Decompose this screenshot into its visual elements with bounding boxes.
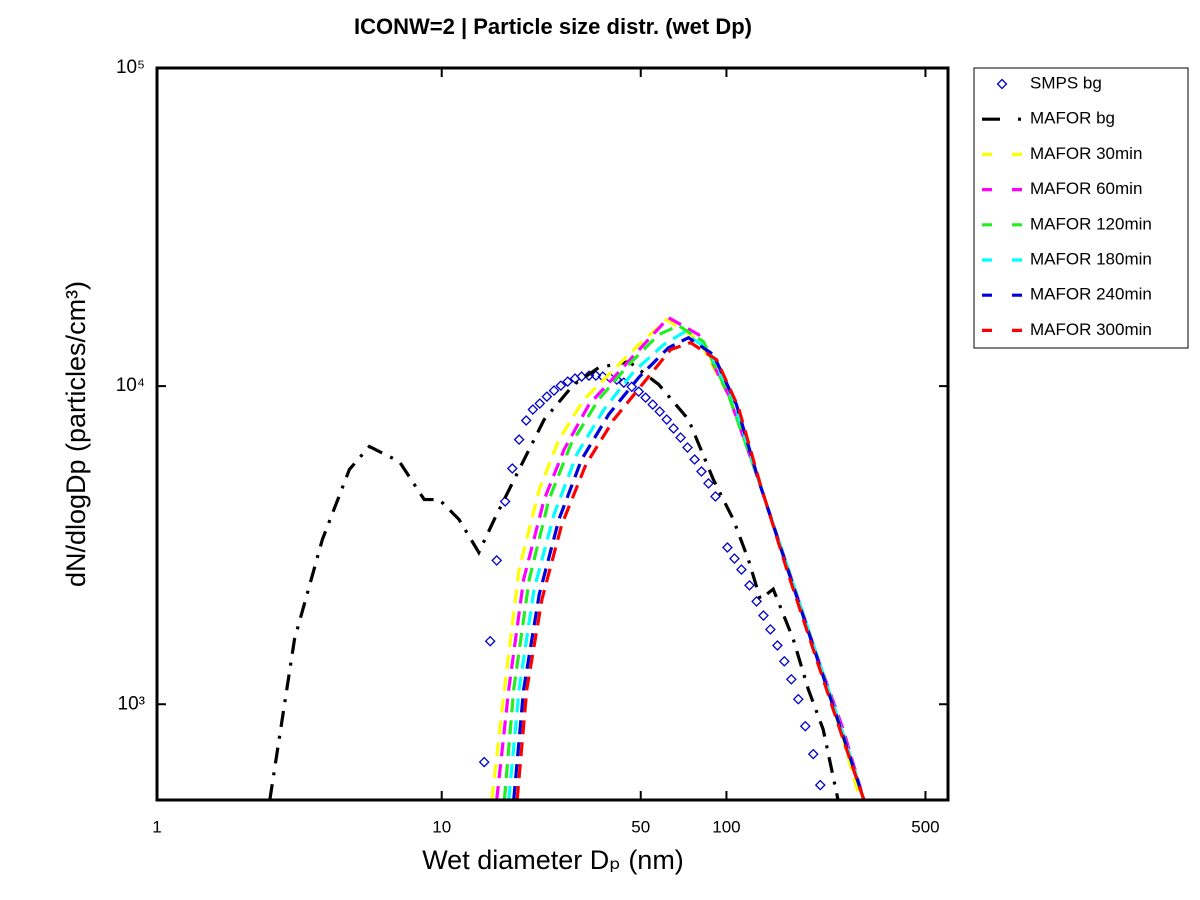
data-point — [689, 454, 701, 465]
chart-title: ICONW=2 | Particle size distr. (wet Dp) — [354, 14, 752, 39]
data-point — [722, 542, 733, 553]
data-point — [807, 748, 819, 760]
legend-label: MAFOR 30min — [1030, 144, 1142, 163]
data-point — [661, 414, 673, 425]
data-point — [527, 404, 539, 415]
data-point — [548, 385, 560, 397]
data-point — [764, 624, 776, 635]
x-tick-label: 500 — [911, 817, 939, 836]
data-point — [640, 392, 652, 404]
x-tick-label: 100 — [712, 817, 740, 836]
data-point — [647, 399, 659, 410]
data-point — [562, 376, 574, 388]
data-point — [491, 554, 503, 566]
legend-label: MAFOR 180min — [1030, 249, 1152, 268]
data-line — [512, 335, 866, 800]
data-point — [729, 553, 740, 564]
data-point — [555, 380, 567, 392]
data-point — [785, 673, 797, 685]
legend-label: MAFOR 300min — [1030, 320, 1152, 339]
legend-label: MAFOR 60min — [1030, 179, 1142, 198]
y-axis-label: dN/dlogDp (particles/cm³) — [61, 281, 91, 587]
x-tick-label: 50 — [631, 817, 650, 836]
plot-area — [268, 315, 866, 800]
data-point — [654, 406, 666, 417]
data-point — [520, 415, 532, 426]
data-point — [633, 386, 645, 398]
data-point — [534, 398, 546, 409]
legend-label: MAFOR 240min — [1030, 285, 1152, 304]
data-point — [751, 595, 763, 607]
data-point — [799, 720, 811, 732]
data-point — [696, 466, 707, 477]
y-tick-label: 10⁵ — [116, 57, 145, 78]
y-tick-label: 10⁴ — [116, 375, 145, 396]
data-point — [792, 693, 804, 705]
legend-label: MAFOR bg — [1030, 109, 1115, 128]
x-tick-label: 10 — [432, 817, 451, 836]
data-point — [703, 477, 714, 489]
data-point — [590, 370, 602, 382]
axes-box — [155, 66, 950, 802]
legend-box — [973, 67, 1189, 349]
legend-marker — [996, 78, 1008, 90]
data-point — [814, 779, 826, 791]
data-point — [499, 496, 511, 507]
y-tick-label: 10³ — [118, 693, 145, 714]
data-point — [675, 432, 686, 444]
legend-label: MAFOR 120min — [1030, 214, 1152, 233]
data-point — [710, 491, 721, 502]
data-point — [626, 381, 638, 393]
data-point — [541, 391, 553, 403]
legend-label: SMPS bg — [1030, 73, 1102, 92]
data-point — [758, 610, 769, 621]
data-point — [771, 640, 783, 651]
x-axis-label: Wet diameter Dₚ (nm) — [422, 845, 684, 875]
data-line — [507, 330, 866, 800]
data-point — [484, 635, 496, 647]
data-point — [668, 423, 679, 434]
data-point — [478, 756, 490, 768]
x-tick-label: 1 — [152, 817, 161, 836]
data-line — [268, 359, 840, 800]
data-point — [682, 442, 693, 453]
data-point — [778, 655, 790, 667]
data-point — [513, 434, 525, 446]
data-point — [744, 579, 755, 591]
data-point — [736, 564, 747, 576]
data-point — [506, 463, 518, 474]
